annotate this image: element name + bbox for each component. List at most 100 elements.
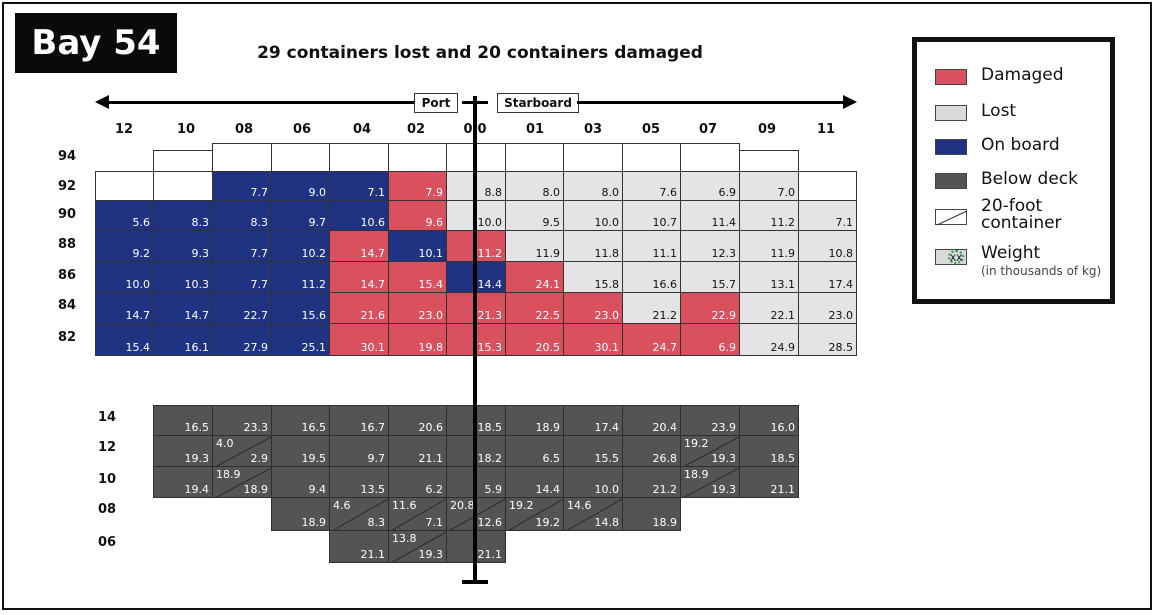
container-86-09: 13.1	[739, 261, 799, 293]
weight-value: 7.9	[425, 186, 444, 199]
weight-value: 18.9	[243, 483, 269, 496]
hold-container-14-03: 17.4	[563, 405, 623, 436]
legend-label: 20-foot container	[981, 198, 1062, 232]
weight-value: 5.6	[132, 216, 151, 229]
row-label-88: 88	[58, 237, 77, 252]
weight-value: 21.2	[652, 483, 678, 496]
weight-value: 19.4	[184, 483, 210, 496]
container-86-07: 15.7	[680, 261, 740, 293]
weight-value: 9.2	[132, 247, 151, 260]
container-90-02: 9.6	[388, 200, 447, 231]
weight-value: 18.5	[770, 452, 796, 465]
weight-value: 23.0	[594, 309, 620, 322]
weight-value: 10.0	[594, 483, 620, 496]
container-86-01: 24.1	[505, 261, 564, 293]
weight-value: 15.3	[477, 341, 503, 354]
weight-value-upper: 14.6	[567, 499, 592, 512]
weight-value: 12.3	[711, 247, 737, 260]
split-20ft-divider	[215, 436, 271, 466]
weight-value-upper: 18.9	[684, 468, 709, 481]
weight-value: 18.2	[477, 452, 503, 465]
hold-container-12-06: 19.5	[271, 435, 330, 467]
weight-value: 8.3	[191, 216, 210, 229]
container-82-01: 20.5	[505, 323, 564, 356]
starboard-label: Starboard	[497, 93, 579, 113]
weight-value: 14.4	[477, 278, 503, 291]
container-84-03: 23.0	[563, 292, 623, 324]
weight-value: 30.1	[594, 341, 620, 354]
container-90-09: 11.2	[739, 200, 799, 231]
weight-value: 13.1	[770, 278, 796, 291]
container-86-06: 11.2	[271, 261, 330, 293]
hold-container-14-07: 23.9	[680, 405, 740, 436]
weight-value: 10.7	[652, 216, 678, 229]
container-90-01: 9.5	[505, 200, 564, 231]
weight-placeholder: XX	[948, 250, 964, 264]
weight-value: 21.1	[477, 548, 503, 561]
weight-value: 16.0	[770, 421, 796, 434]
twenty-foot-container-icon	[935, 209, 968, 226]
weight-value: 7.1	[835, 216, 854, 229]
weight-value: 11.8	[594, 247, 620, 260]
container-94-04	[329, 143, 389, 172]
bay-label: Bay 54	[15, 13, 177, 73]
weight-value: 13.5	[360, 483, 386, 496]
container-94-01	[505, 143, 564, 172]
twenty-foot-label-line2: container	[981, 213, 1062, 233]
legend-label: Lost	[981, 101, 1017, 121]
hold-container-10-02: 6.2	[388, 466, 447, 498]
weight-value: 14.7	[360, 247, 386, 260]
split-20ft-divider	[391, 531, 446, 562]
weight-value: 23.9	[711, 421, 737, 434]
weight-value: 21.1	[418, 452, 444, 465]
legend-label: Damaged	[981, 65, 1064, 85]
container-84-01: 22.5	[505, 292, 564, 324]
container-82-08: 27.9	[212, 323, 272, 356]
split-20ft-divider	[215, 467, 271, 497]
weight-value: 10.3	[184, 278, 210, 291]
weight-value: 11.2	[301, 278, 327, 291]
hold-container-12-04: 9.7	[329, 435, 389, 467]
weight-value: 5.9	[484, 483, 503, 496]
weight-value: 11.9	[770, 247, 796, 260]
below-swatch	[935, 173, 967, 189]
container-88-02: 10.1	[388, 230, 447, 262]
weight-value: 21.3	[477, 309, 503, 322]
container-92-06: 9.0	[271, 171, 330, 201]
hold-container-08-01: 19.2 19.2	[505, 497, 564, 531]
onboard-swatch	[935, 139, 967, 155]
hold-container-10-09: 21.1	[739, 466, 799, 498]
container-82-09: 24.9	[739, 323, 799, 356]
column-label-13: 11	[816, 122, 836, 137]
column-label-4: 04	[352, 122, 372, 137]
column-label-6: 0	[463, 122, 473, 137]
container-86-11: 17.4	[798, 261, 857, 293]
container-86-02: 15.4	[388, 261, 447, 293]
weight-value: 10.2	[301, 247, 327, 260]
weight-value: 10.1	[418, 247, 444, 260]
weight-value: 20.6	[418, 421, 444, 434]
starboard-arrow-line	[577, 101, 845, 104]
hold-container-08-04: 4.6 8.3	[329, 497, 389, 531]
column-label-12: 09	[757, 122, 777, 137]
container-90-10: 8.3	[153, 200, 213, 231]
diagram-title: 29 containers lost and 20 containers dam…	[257, 43, 703, 63]
hold-container-14-02: 20.6	[388, 405, 447, 436]
weight-value: 17.4	[828, 278, 854, 291]
weight-value: 21.2	[652, 309, 678, 322]
container-90-04: 10.6	[329, 200, 389, 231]
container-94-09	[739, 150, 799, 172]
container-90-07: 11.4	[680, 200, 740, 231]
weight-value: 20.5	[535, 341, 561, 354]
container-88-01: 11.9	[505, 230, 564, 262]
weight-value: 19.8	[418, 341, 444, 354]
weight-value-upper: 4.6	[333, 499, 351, 512]
container-88-07: 12.3	[680, 230, 740, 262]
weight-value-upper: 19.2	[509, 499, 534, 512]
weight-value: 7.7	[250, 278, 269, 291]
weight-value: 15.6	[301, 309, 327, 322]
container-82-07: 6.9	[680, 323, 740, 356]
weight-value-upper: 20.8	[450, 499, 475, 512]
weight-value: 7.7	[250, 186, 269, 199]
container-94-05	[622, 143, 681, 172]
